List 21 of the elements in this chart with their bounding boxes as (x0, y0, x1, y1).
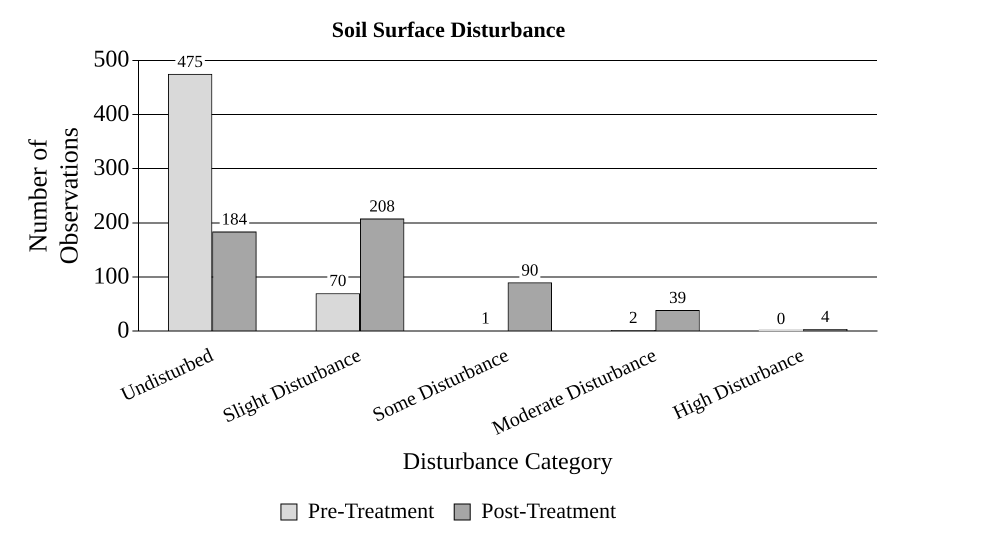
data-label: 208 (369, 196, 395, 216)
legend-label: Post-Treatment (481, 498, 616, 523)
y-tick-label: 0 (117, 317, 130, 344)
data-label: 475 (177, 52, 203, 71)
data-label: 2 (629, 308, 638, 327)
data-label: 1 (481, 308, 490, 328)
y-tick-label: 100 (93, 263, 130, 290)
y-tick-label: 200 (93, 209, 130, 236)
data-label: 184 (222, 209, 248, 228)
legend-label: Pre-Treatment (308, 498, 434, 523)
data-label: 0 (776, 309, 786, 328)
data-label: 90 (521, 260, 538, 280)
y-tick-label: 500 (93, 46, 130, 73)
data-label: 4 (821, 306, 830, 326)
y-tick-label: 400 (93, 100, 130, 127)
x-axis-title: Disturbance Category (402, 448, 613, 475)
data-label: 70 (329, 271, 346, 290)
chart-title: Soil Surface Disturbance (332, 16, 566, 42)
y-tick-label: 300 (93, 154, 130, 181)
y-axis-title: Number of Observations (23, 127, 84, 264)
data-label: 39 (669, 288, 686, 307)
